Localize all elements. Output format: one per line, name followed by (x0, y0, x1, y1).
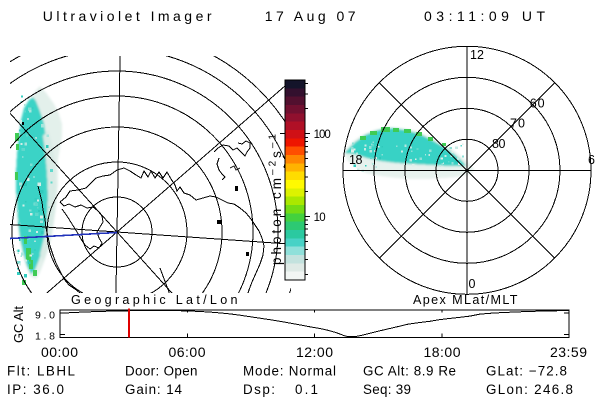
svg-text:100: 100 (314, 129, 331, 141)
svg-text:12: 12 (470, 48, 484, 62)
svg-text:0: 0 (469, 277, 476, 291)
svg-text:GC Alt: 8.9 Re: GC Alt: 8.9 Re (363, 364, 456, 379)
svg-text:Geographic Lat/Lon: Geographic Lat/Lon (71, 293, 237, 307)
svg-text:12:00: 12:00 (296, 344, 333, 360)
svg-text:Door: Open: Door: Open (125, 364, 198, 379)
svg-text:Mode: Normal: Mode: Normal (243, 364, 336, 379)
svg-text:17 Aug 07: 17 Aug 07 (265, 8, 356, 24)
svg-text:GC Alt: GC Alt (11, 306, 26, 343)
svg-text:00:00: 00:00 (41, 344, 78, 360)
svg-text:0.1: 0.1 (295, 382, 318, 397)
svg-text:18: 18 (349, 153, 363, 167)
svg-text:06:00: 06:00 (169, 344, 206, 360)
svg-text:60: 60 (530, 97, 545, 111)
svg-text:6: 6 (588, 153, 595, 167)
svg-text:Ultraviolet Imager: Ultraviolet Imager (43, 8, 212, 24)
svg-text:23:59: 23:59 (550, 344, 587, 360)
svg-text:GLon: 246.8: GLon: 246.8 (486, 382, 573, 397)
svg-text:70: 70 (510, 117, 525, 131)
svg-text:Apex MLat/MLT: Apex MLat/MLT (413, 293, 518, 307)
svg-text:80: 80 (492, 137, 506, 151)
svg-text:18:00: 18:00 (424, 344, 461, 360)
svg-text:10: 10 (314, 212, 326, 224)
svg-text:Flt: LBHL: Flt: LBHL (7, 364, 75, 379)
svg-text:9.0: 9.0 (35, 309, 55, 321)
svg-text:1.8: 1.8 (35, 330, 55, 342)
svg-text:Dsp:: Dsp: (243, 382, 275, 397)
svg-text:Seq: 39: Seq: 39 (363, 382, 411, 397)
svg-text:Gain: 14: Gain: 14 (125, 382, 183, 397)
svg-text:GLat: −72.8: GLat: −72.8 (486, 364, 567, 379)
